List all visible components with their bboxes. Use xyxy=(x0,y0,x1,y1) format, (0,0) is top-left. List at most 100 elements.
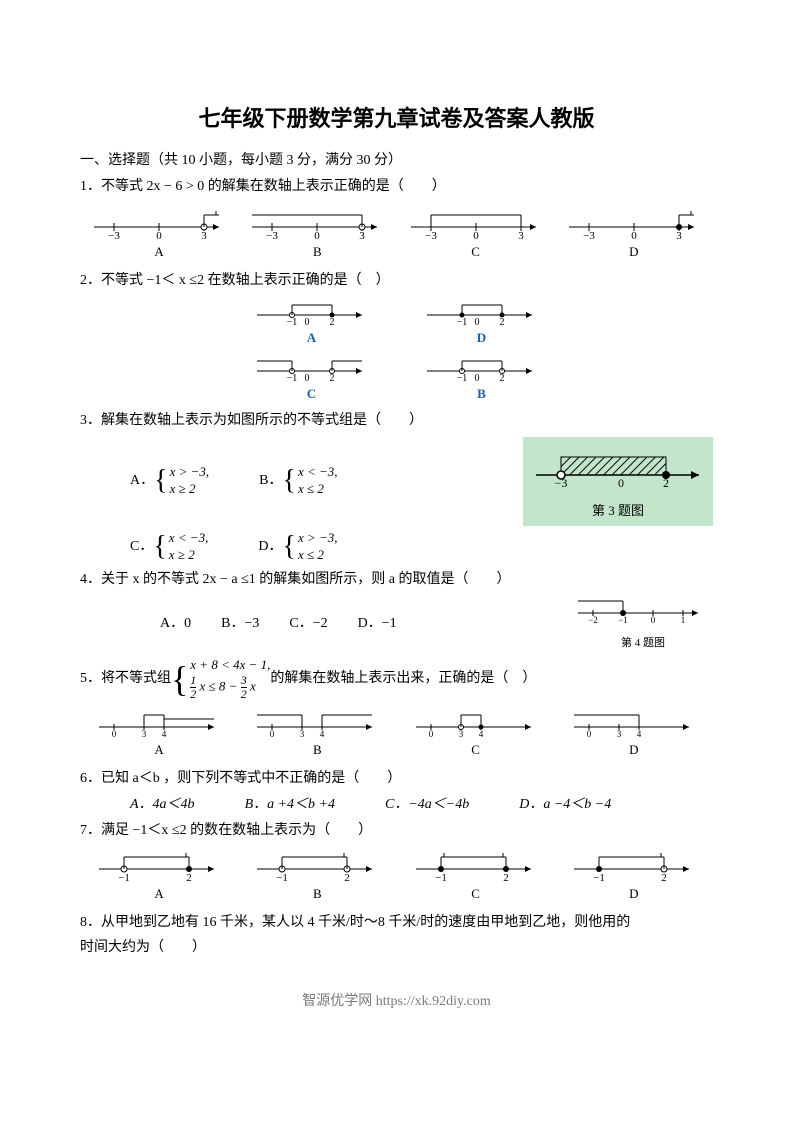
q5-label-c: C xyxy=(471,739,480,761)
numberline-icon: −102 xyxy=(252,353,372,381)
numberline-icon: −102 xyxy=(422,353,542,381)
svg-text:0: 0 xyxy=(473,230,479,239)
q2-label-a: A xyxy=(307,327,316,349)
q4-row: A．0 B．−3 C．−2 D．−1 −2−101 第 4 题图 xyxy=(80,595,713,652)
brace-icon: { xyxy=(283,533,296,561)
q6-option-c: C．−4a＜−4b xyxy=(385,793,469,817)
q3-d-bot: x ≤ 2 xyxy=(298,547,338,564)
numberline-icon: 034 xyxy=(411,707,541,737)
q7-option-d: −1 2 D xyxy=(564,849,704,905)
svg-text:4: 4 xyxy=(320,729,325,737)
q4-figure: −2−101 第 4 题图 xyxy=(573,595,713,652)
q7-label-d: D xyxy=(629,883,638,905)
svg-text:0: 0 xyxy=(428,729,433,737)
q2-label-c: C xyxy=(307,383,316,405)
q2-figures-bottom: −102 C −102 B xyxy=(80,353,713,405)
svg-text:0: 0 xyxy=(618,476,624,489)
svg-text:2: 2 xyxy=(186,872,192,881)
svg-text:−3: −3 xyxy=(267,230,279,239)
q3-row1: A． { x > −3,x ≥ 2 B． { x < −3,x ≤ 2 −302… xyxy=(80,437,713,526)
svg-text:0: 0 xyxy=(315,230,321,239)
numberline-icon: 034 xyxy=(569,707,699,737)
q5-option-d: 034 D xyxy=(564,707,704,761)
svg-text:4: 4 xyxy=(637,729,642,737)
q7-figures: −12 A −12 B −12 C xyxy=(80,849,713,905)
numberline-icon: −12 xyxy=(94,849,224,881)
svg-text:0: 0 xyxy=(474,317,479,325)
q6-option-a: A．4a＜4b xyxy=(130,793,195,817)
frac-num: 1 xyxy=(190,674,196,687)
svg-text:−3: −3 xyxy=(555,476,568,489)
svg-text:2: 2 xyxy=(499,317,504,325)
q4-option-b: B．−3 xyxy=(221,612,259,636)
q2-option-b: −102 B xyxy=(427,353,537,405)
q5-label-b: B xyxy=(313,739,322,761)
q1-option-a: −303 A xyxy=(89,205,229,263)
svg-text:−3: −3 xyxy=(583,230,595,239)
svg-text:−1: −1 xyxy=(286,373,297,381)
q1-label-a: A xyxy=(154,241,163,263)
numberline-hatched-icon: −3 0 2 xyxy=(531,445,705,489)
brace-icon: { xyxy=(154,467,167,495)
q2-figures-top: −102 A −102 D xyxy=(80,297,713,349)
svg-text:0: 0 xyxy=(587,729,592,737)
svg-text:−1: −1 xyxy=(435,872,447,881)
q6-text: 6．已知 a＜b ，则下列不等式中不正确的是（ ） xyxy=(80,767,713,791)
brace-icon: { xyxy=(153,533,166,561)
svg-text:−2: −2 xyxy=(588,615,598,623)
q7-option-a: −12 A xyxy=(89,849,229,905)
svg-text:3: 3 xyxy=(201,230,207,239)
exam-page: 七年级下册数学第九章试卷及答案人教版 一、选择题（共 10 小题，每小题 3 分… xyxy=(0,0,793,1054)
svg-text:0: 0 xyxy=(112,729,117,737)
q1-option-c: −3 0 3 C xyxy=(406,205,546,263)
svg-text:4: 4 xyxy=(478,729,483,737)
svg-text:3: 3 xyxy=(142,729,147,737)
q1-option-d: −303 D xyxy=(564,205,704,263)
numberline-icon: −1 2 xyxy=(411,849,541,881)
numberline-icon: −3 0 3 xyxy=(406,205,546,239)
q7-label-c: C xyxy=(471,883,480,905)
svg-text:3: 3 xyxy=(518,230,524,239)
q2-label-b: B xyxy=(477,383,486,405)
svg-text:2: 2 xyxy=(503,872,509,881)
svg-text:−1: −1 xyxy=(593,872,605,881)
svg-text:0: 0 xyxy=(270,729,275,737)
numberline-icon: 034 xyxy=(252,707,382,737)
q7-label-a: A xyxy=(154,883,163,905)
svg-text:−3: −3 xyxy=(425,230,437,239)
q1-label-c: C xyxy=(471,241,480,263)
q4-option-a: A．0 xyxy=(160,612,191,636)
svg-text:−1: −1 xyxy=(456,373,467,381)
option-prefix: D． xyxy=(258,535,282,559)
q1-option-b: −3 0 3 B xyxy=(247,205,387,263)
q5-option-a: 034 A xyxy=(89,707,229,761)
frac-den: 2 xyxy=(190,688,196,701)
q1-label-b: B xyxy=(313,241,322,263)
q5-text: 5．将不等式组 { x + 8 < 4x − 1, 12 x ≤ 8 − 32 … xyxy=(80,657,713,701)
svg-text:3: 3 xyxy=(360,230,366,239)
q2-label-d: D xyxy=(477,327,486,349)
q3-a-bot: x ≥ 2 xyxy=(170,481,210,498)
svg-text:0: 0 xyxy=(304,373,309,381)
q4-options: A．0 B．−3 C．−2 D．−1 xyxy=(80,612,397,636)
numberline-icon: −303 xyxy=(564,205,704,239)
q3-figure-caption: 第 3 题图 xyxy=(531,500,705,522)
q3-c-bot: x ≥ 2 xyxy=(169,547,209,564)
q3-row2: C． { x < −3,x ≥ 2 D． { x > −3,x ≤ 2 xyxy=(80,530,713,564)
svg-text:0: 0 xyxy=(304,317,309,325)
svg-text:2: 2 xyxy=(661,872,667,881)
q5-mid: x ≤ 8 − xyxy=(200,678,238,693)
q5-sys-bot: 12 x ≤ 8 − 32 x xyxy=(190,674,270,701)
option-prefix: A． xyxy=(130,469,154,493)
q3-b-bot: x ≤ 2 xyxy=(298,481,338,498)
q3-b-top: x < −3, xyxy=(298,464,338,481)
q5-system: { x + 8 < 4x − 1, 12 x ≤ 8 − 32 x xyxy=(171,657,270,701)
svg-text:2: 2 xyxy=(663,476,669,489)
svg-text:−1: −1 xyxy=(618,615,628,623)
section-heading: 一、选择题（共 10 小题，每小题 3 分，满分 30 分） xyxy=(80,149,713,173)
q3-text: 3．解集在数轴上表示为如图所示的不等式组是（ ） xyxy=(80,409,713,433)
q4-option-c: C．−2 xyxy=(289,612,327,636)
q3-a-top: x > −3, xyxy=(170,464,210,481)
q5-post: 的解集在数轴上表示出来，正确的是（ ） xyxy=(270,667,536,691)
q6-option-b: B．a +4＜b +4 xyxy=(245,793,335,817)
